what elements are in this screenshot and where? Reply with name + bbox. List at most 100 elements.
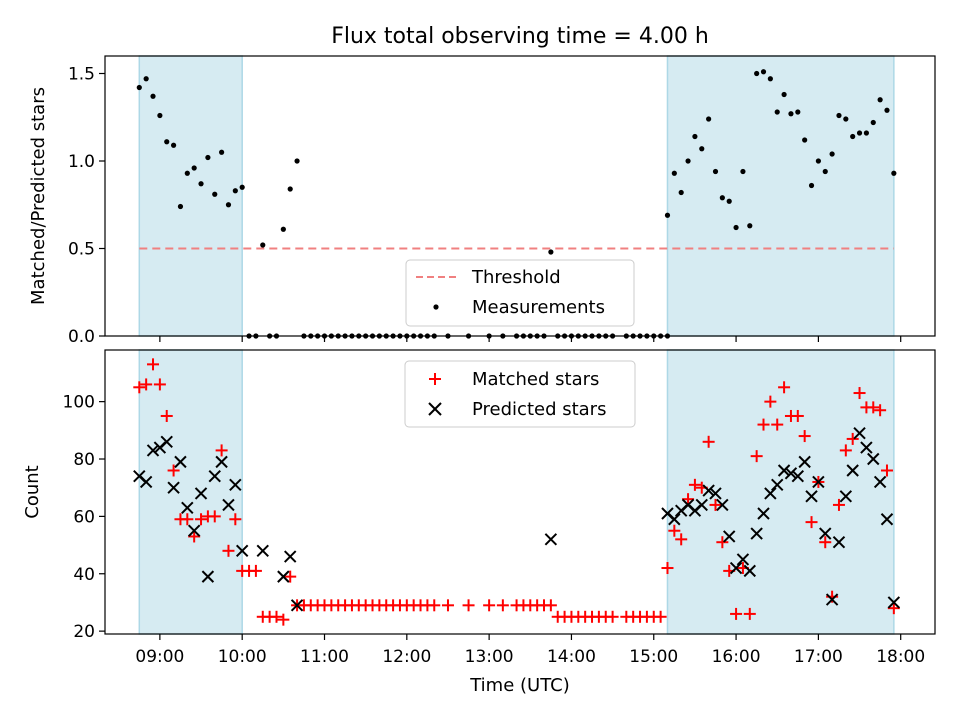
predicted-star-point xyxy=(222,498,235,512)
top-y-ticks: 0.0 0.5 1.0 1.5 xyxy=(68,65,105,347)
predicted-star-point xyxy=(256,544,269,558)
matched-star-point xyxy=(661,562,674,575)
predicted-star-point xyxy=(846,464,859,477)
matched-star-point xyxy=(887,602,900,615)
matched-star-point xyxy=(819,536,832,549)
measurement-point xyxy=(548,249,554,255)
matched-star-point xyxy=(867,401,880,414)
measurement-point xyxy=(815,158,821,164)
predicted-star-point xyxy=(771,478,784,492)
predicted-star-point xyxy=(784,467,798,480)
measurement-point xyxy=(891,170,897,176)
x-tick-label: 16:00 xyxy=(712,647,761,667)
matched-star-point xyxy=(688,478,701,491)
top-legend-box xyxy=(405,259,635,327)
measurement-point xyxy=(795,109,801,115)
bottom-axes-frame xyxy=(104,349,936,635)
y-tick-label: 0.5 xyxy=(68,240,95,260)
measurement-point xyxy=(726,198,732,204)
predicted-star-point xyxy=(873,475,887,489)
top-y-axis-label: Matched/Predicted stars xyxy=(28,87,49,305)
matched-star-point xyxy=(682,493,695,506)
predicted-legend-swatch xyxy=(428,402,442,416)
y-tick-label: 80 xyxy=(73,450,95,470)
matched-star-point xyxy=(846,432,859,445)
measurement-point xyxy=(760,69,767,75)
predicted-star-point xyxy=(702,484,715,497)
measurement-point xyxy=(685,158,691,164)
bottom-panel: 20 40 60 80 100 09:00 10:00 11:00 12:00 13:00 14:… xyxy=(22,349,936,696)
matched-star-point xyxy=(544,599,557,612)
measurement-point xyxy=(884,107,890,113)
x-tick-label: 11:00 xyxy=(300,647,349,667)
matched-star-point xyxy=(441,599,454,612)
measurement-point xyxy=(232,188,238,194)
matched-star-point xyxy=(709,498,722,511)
top-legend: Threshold Measurements xyxy=(405,259,635,327)
measurement-point xyxy=(719,195,725,201)
matched-star-point xyxy=(270,610,283,623)
matched-star-point xyxy=(791,409,804,422)
y-tick-label: 60 xyxy=(73,507,95,527)
measurements-legend-label: Measurements xyxy=(472,297,605,318)
predicted-star-point xyxy=(798,455,811,469)
predicted-star-point xyxy=(819,527,832,540)
predicted-star-point xyxy=(283,550,297,563)
measurement-point xyxy=(870,119,876,126)
matched-star-point xyxy=(757,418,770,431)
matched-star-point xyxy=(606,610,619,623)
observing-window-span xyxy=(138,55,243,337)
measurement-point xyxy=(164,139,170,145)
observing-window-span xyxy=(138,349,243,635)
matched-star-point xyxy=(188,530,201,543)
measurement-point xyxy=(212,191,218,197)
matched-star-point xyxy=(668,524,681,537)
bottom-legend-box xyxy=(404,360,636,428)
predicted-star-point xyxy=(167,481,180,494)
predicted-star-point xyxy=(777,464,791,477)
matched-star-point xyxy=(249,564,262,577)
x-tick-label: 13:00 xyxy=(465,647,514,667)
predicted-star-point xyxy=(764,487,777,500)
matched-star-point xyxy=(215,444,228,457)
measurement-point xyxy=(829,151,835,157)
bottom-y-axis-label: Count xyxy=(22,465,43,518)
measurements-legend-swatch xyxy=(433,304,439,310)
matched-star-point xyxy=(147,358,160,371)
measurement-point xyxy=(143,76,149,82)
measurement-point xyxy=(843,116,849,122)
predicted-legend-label: Predicted stars xyxy=(472,399,606,420)
predicted-star-point xyxy=(723,530,736,543)
predicted-star-point xyxy=(695,498,708,512)
measurement-point xyxy=(260,242,266,248)
measurement-point xyxy=(767,76,773,82)
measurement-point xyxy=(788,111,794,117)
matched-star-point xyxy=(181,513,194,526)
matched-star-point xyxy=(284,570,297,583)
matched-star-point xyxy=(222,544,235,557)
matched-star-point xyxy=(675,533,688,546)
x-tick-label: 18:00 xyxy=(876,647,925,667)
matched-star-point xyxy=(462,599,475,612)
predicted-star-point xyxy=(181,501,194,514)
predicted-star-point xyxy=(277,570,290,583)
chart-title: Flux total observing time = 4.00 h xyxy=(331,24,709,49)
measurement-point xyxy=(747,223,753,229)
measurement-point xyxy=(699,146,705,152)
measurement-point xyxy=(150,93,156,99)
matched-star-point xyxy=(743,607,756,620)
predicted-star-point xyxy=(825,593,839,606)
measurement-point xyxy=(781,91,787,98)
measurement-point xyxy=(712,168,719,175)
matched-star-point xyxy=(229,513,242,526)
measurement-point xyxy=(664,212,671,218)
matched-star-point xyxy=(805,516,818,529)
measurement-point xyxy=(205,154,211,161)
threshold-legend-label: Threshold xyxy=(471,267,561,288)
predicted-star-point xyxy=(709,487,722,500)
measurement-point xyxy=(219,149,225,155)
predicted-star-point xyxy=(187,524,201,537)
predicted-star-point xyxy=(736,553,750,566)
matched-star-point xyxy=(483,599,496,612)
